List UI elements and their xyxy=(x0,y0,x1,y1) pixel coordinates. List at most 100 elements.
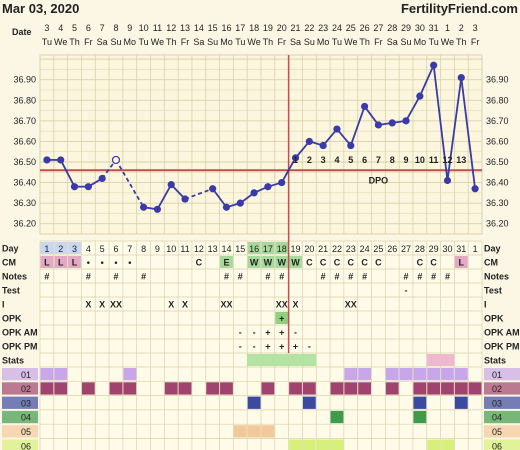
temp-point xyxy=(443,176,452,185)
temp-point xyxy=(250,189,258,197)
row-cell-notes: # xyxy=(321,272,326,282)
weekday-label: Fr xyxy=(374,37,383,47)
row-label-right-i: I xyxy=(484,300,487,310)
temp-point xyxy=(43,156,51,164)
row-cell-opk: + xyxy=(279,314,284,324)
row-cell-cm: W xyxy=(250,258,259,268)
y-tick-label-left: 36.70 xyxy=(13,116,36,126)
day-cell xyxy=(247,242,261,254)
day-number: 2 xyxy=(58,244,63,254)
row-cell-notes: # xyxy=(224,272,229,282)
weekday-label: Th xyxy=(263,37,274,47)
stat-row-swatch-right xyxy=(484,425,520,438)
row-cell-i: X xyxy=(182,300,188,310)
stat-cell xyxy=(54,382,68,395)
temp-point xyxy=(360,102,369,111)
row-label-notes: Notes xyxy=(2,272,27,282)
row-label-right-opk_am: OPK AM xyxy=(484,328,520,338)
temp-line-segment xyxy=(211,188,228,208)
date-number: 2 xyxy=(459,23,464,33)
day-number: 17 xyxy=(263,244,273,254)
row-cell-opk_pm: + xyxy=(293,342,298,352)
temp-point xyxy=(319,141,327,150)
dpo-label: 11 xyxy=(429,155,439,165)
dpo-label: 7 xyxy=(376,155,381,165)
weekday-label: Tu xyxy=(235,37,245,47)
temp-point xyxy=(457,74,465,82)
y-tick-label-left: 36.30 xyxy=(13,198,36,208)
row-label-opk_am: OPK AM xyxy=(2,328,38,338)
day-number: 19 xyxy=(291,244,301,254)
stat-row-swatch xyxy=(2,425,38,438)
temp-line-segment xyxy=(156,184,173,210)
temp-point xyxy=(153,205,162,213)
day-number: 16 xyxy=(249,244,259,254)
dpo-label: 3 xyxy=(321,155,326,165)
row-cell-cm: C xyxy=(334,258,341,268)
date-number: 3 xyxy=(473,23,478,33)
row-cell-cm: • xyxy=(128,258,131,268)
stat-cell xyxy=(385,368,399,381)
weekday-label: Fr xyxy=(471,37,480,47)
stat-row-label-right: 05 xyxy=(492,427,502,437)
temp-line-segment xyxy=(59,159,76,188)
weekday-label: Mo xyxy=(317,37,330,47)
row-cell-cm: C xyxy=(361,258,368,268)
row-cell-opk_am: - xyxy=(239,328,242,338)
y-tick-label-left: 36.90 xyxy=(13,75,36,85)
temp-line-segment xyxy=(184,187,213,200)
stat-cell xyxy=(413,410,427,424)
day-number: 26 xyxy=(387,244,397,254)
temp-point xyxy=(471,185,479,193)
weekday-label: Tu xyxy=(332,37,342,47)
stat-row-label: 04 xyxy=(21,413,31,423)
temp-point xyxy=(139,203,148,211)
weekday-label: Su xyxy=(304,37,315,47)
day-cell xyxy=(68,242,81,254)
day-number: 21 xyxy=(318,244,328,254)
cm-cell xyxy=(40,256,54,268)
stat-row-label-right: 04 xyxy=(492,413,502,423)
stat-cell xyxy=(344,382,358,395)
dpo-label: 10 xyxy=(415,155,425,165)
row-cell-cm: C xyxy=(348,258,355,268)
stat-cell xyxy=(302,382,316,395)
date-number: 14 xyxy=(194,23,204,33)
row-cell-i: XX xyxy=(110,300,122,310)
y-tick-label-right: 36.40 xyxy=(486,178,509,188)
y-tick-label-left: 36.20 xyxy=(13,219,36,229)
row-label-opk: OPK xyxy=(2,314,22,324)
day-number: 22 xyxy=(332,244,342,254)
stat-row-swatch-right xyxy=(484,368,520,381)
row-cell-opk_am: + xyxy=(265,328,270,338)
y-tick-label-left: 36.40 xyxy=(13,178,36,188)
cm-cell xyxy=(68,256,81,268)
stat-cell xyxy=(413,382,427,395)
stat-cell xyxy=(441,439,454,450)
date-number: 27 xyxy=(373,23,383,33)
temp-point xyxy=(416,92,424,100)
stat-cell xyxy=(468,382,482,395)
row-label-i: I xyxy=(2,300,5,310)
day-number: 12 xyxy=(194,244,204,254)
day-number: 6 xyxy=(113,244,118,254)
stat-cell xyxy=(206,382,220,395)
stat-cell xyxy=(454,396,468,409)
day-cell xyxy=(275,242,289,254)
weekday-label: Mo xyxy=(414,37,427,47)
stat-cell xyxy=(454,368,468,381)
cm-cell xyxy=(289,256,302,268)
stat-row-label: 03 xyxy=(21,398,31,408)
stat-row-swatch-right xyxy=(484,410,520,424)
y-tick-label-right: 36.60 xyxy=(486,136,509,146)
weekday-label: Th xyxy=(69,37,80,47)
day-number: 1 xyxy=(473,244,478,254)
row-cell-notes: # xyxy=(334,272,339,282)
date-number: 3 xyxy=(44,23,49,33)
brand-name: FertilityFriend.com xyxy=(401,1,518,16)
stat-cell xyxy=(40,382,54,395)
row-cell-cm: C xyxy=(417,258,424,268)
row-cell-opk_pm: + xyxy=(279,342,284,352)
date-number: 30 xyxy=(415,23,425,33)
day-number: 1 xyxy=(44,244,49,254)
